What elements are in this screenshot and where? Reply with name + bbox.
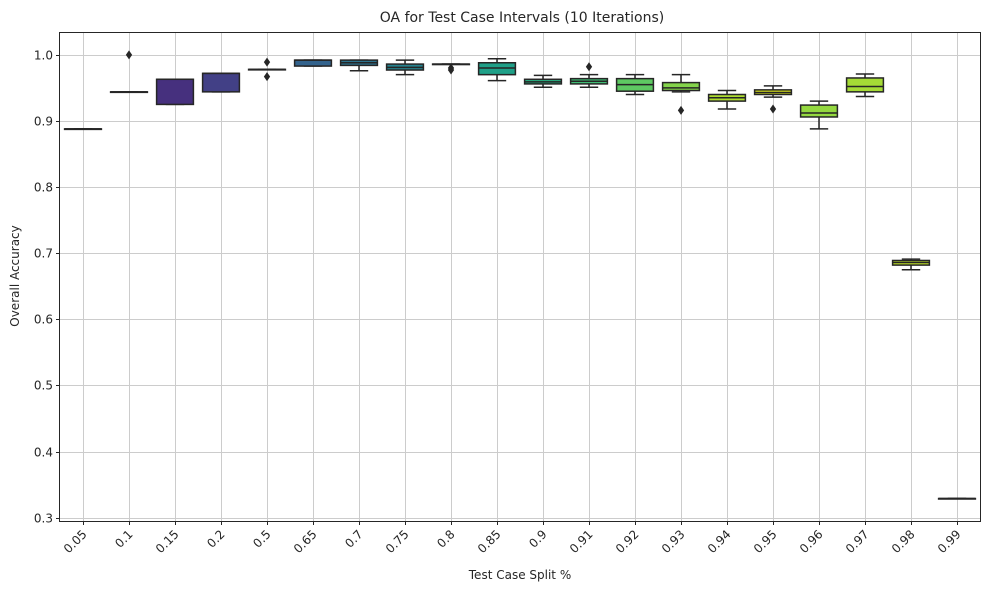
x-tick-label: 0.9: [526, 527, 549, 550]
x-tick-label: 0.99: [935, 527, 964, 556]
box-body: [661, 81, 701, 92]
box-0.2: [201, 72, 241, 93]
box-0.15: [155, 78, 195, 106]
box-0.92: [615, 73, 655, 96]
flier-point: [263, 57, 271, 67]
box-0.95: [753, 85, 793, 114]
y-tick-label: 0.4: [34, 446, 53, 460]
y-tick-label: 0.3: [34, 512, 53, 526]
box-0.94: [707, 89, 747, 110]
box-0.96: [799, 100, 839, 130]
x-tick-label: 0.97: [843, 527, 872, 556]
box-0.05: [63, 128, 103, 131]
x-tick-label: 0.93: [659, 527, 688, 556]
y-tick-label: 1.0: [34, 49, 53, 63]
box-0.91: [569, 62, 609, 88]
y-axis-label: Overall Accuracy: [8, 225, 22, 326]
x-tick-label: 0.91: [567, 527, 596, 556]
boxes-group: [63, 50, 977, 500]
flier-point: [263, 72, 271, 82]
x-tick-label: 0.85: [475, 527, 504, 556]
box-0.65: [293, 59, 333, 67]
x-tick-label: 0.92: [613, 527, 642, 556]
y-ticks: 0.3 0.4 0.5 0.6 0.7 0.8 0.9 1.0: [34, 49, 60, 526]
y-tick-label: 0.6: [34, 313, 53, 327]
chart-title: OA for Test Case Intervals (10 Iteration…: [380, 10, 664, 26]
y-tick-label: 0.9: [34, 115, 53, 129]
x-tick-label: 0.75: [383, 527, 412, 556]
box-body: [201, 72, 241, 93]
box-0.9: [523, 74, 563, 88]
x-tick-label: 0.8: [434, 527, 457, 550]
x-tick-label: 0.65: [291, 527, 320, 556]
x-tick-label: 0.95: [751, 527, 780, 556]
x-tick-label: 0.1: [112, 527, 135, 550]
box-0.5: [247, 57, 287, 82]
x-tick-label: 0.15: [153, 527, 182, 556]
box-body: [293, 59, 333, 67]
box-0.98: [891, 258, 931, 271]
x-tick-label: 0.7: [342, 527, 365, 550]
x-axis-label: Test Case Split %: [468, 568, 571, 582]
x-tick-label: 0.5: [250, 527, 273, 550]
x-tick-label: 0.2: [204, 527, 227, 550]
box-0.93: [661, 73, 701, 115]
box-0.97: [845, 73, 885, 98]
flier-point: [677, 105, 685, 115]
box-body: [155, 78, 195, 106]
grid: [60, 33, 980, 521]
box-body: [799, 104, 839, 118]
flier-point: [447, 65, 455, 75]
box-0.99: [937, 497, 977, 500]
x-tick-label: 0.05: [61, 527, 90, 556]
x-tick-label: 0.98: [889, 527, 918, 556]
flier-point: [125, 50, 133, 60]
x-tick-label: 0.96: [797, 527, 826, 556]
y-tick-label: 0.7: [34, 247, 53, 261]
flier-point: [769, 104, 777, 114]
box-0.8: [431, 63, 471, 75]
box-body: [845, 77, 885, 93]
box-0.7: [339, 59, 379, 72]
x-tick-label: 0.94: [705, 527, 734, 556]
y-tick-label: 0.8: [34, 181, 53, 195]
box-0.85: [477, 58, 517, 82]
y-tick-label: 0.5: [34, 379, 53, 393]
plot-frame: [59, 32, 981, 522]
box-0.1: [109, 50, 149, 94]
box-0.75: [385, 59, 425, 76]
x-ticks: 0.05 0.1 0.15 0.2 0.5 0.65 0.7 0.75 0.8 0.85 0.9 0.…: [61, 521, 964, 556]
flier-point: [585, 62, 593, 72]
